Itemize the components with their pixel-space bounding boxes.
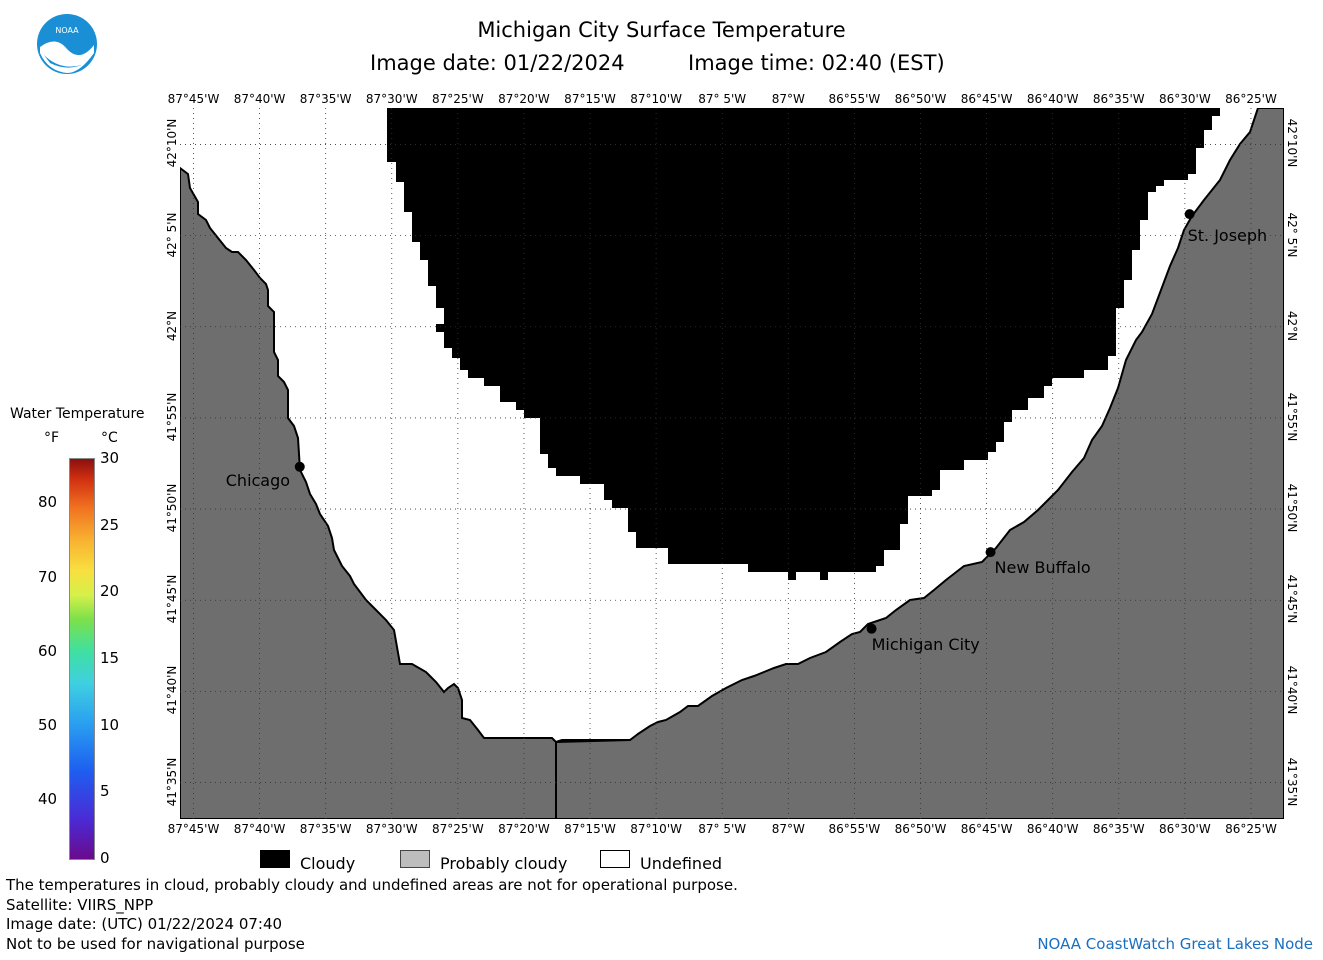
city-marker [866,623,877,634]
longitude-tick-label: 87°40'W [233,822,286,836]
longitude-tick-label: 86°35'W [1092,92,1145,106]
footer-satellite: Satellite: VIIRS_NPP [6,896,154,914]
image-time: Image time: 02:40 (EST) [688,51,945,75]
longitude-tick-label: 87°45'W [167,92,220,106]
city-label: New Buffalo [994,558,1091,578]
longitude-tick-label: 86°25'W [1225,92,1277,106]
longitude-tick-label: 87°20'W [498,92,550,106]
longitude-tick-label: 86°40'W [1026,822,1079,836]
longitude-tick-label: 87°35'W [299,822,352,836]
legend-probably-cloudy-swatch [400,850,430,868]
longitude-tick-label: 86°30'W [1159,92,1211,106]
longitude-tick-label: 87° 5'W [698,822,747,836]
longitude-tick-label: 86°45'W [960,92,1013,106]
map-title: Michigan City Surface Temperature [477,18,846,42]
longitude-tick-label: 87°10'W [630,92,682,106]
colorbar-f-tick: 50 [38,715,58,734]
colorbar-c-tick: 0 [100,849,110,867]
longitude-tick-label: 86°25'W [1225,822,1277,836]
footer-navigation-warning: Not to be used for navigational purpose [6,935,305,953]
latitude-tick-label: 41°40'N [1285,665,1299,715]
map-frame [180,108,1284,819]
latitude-tick-label: 41°45'N [165,574,179,624]
footer-credit[interactable]: NOAA CoastWatch Great Lakes Node [1037,935,1313,953]
longitude-tick-label: 87°W [771,822,805,836]
footer-disclaimer: The temperatures in cloud, probably clou… [6,876,738,894]
colorbar-f-tick: 70 [38,567,58,586]
latitude-tick-label: 42°10'N [1285,119,1299,168]
latitude-tick-label: 41°40'N [165,665,179,715]
longitude-tick-label: 86°50'W [894,822,947,836]
longitude-tick-label: 86°45'W [960,822,1013,836]
land-west [180,166,637,819]
colorbar-f-tick: 80 [38,493,58,512]
legend-cloudy-swatch [260,850,290,868]
longitude-tick-label: 87°40'W [233,92,286,106]
land-east [555,108,1284,819]
longitude-tick-label: 86°35'W [1092,822,1145,836]
city-marker [294,461,305,472]
latitude-tick-label: 42°N [165,310,179,341]
latitude-tick-label: 42° 5'N [1285,212,1299,258]
city-label: Chicago [225,470,291,490]
image-date: Image date: 01/22/2024 [370,51,625,75]
latitude-tick-label: 41°55'N [1285,392,1299,442]
colorbar-c-tick: 30 [100,449,120,467]
longitude-tick-label: 87°35'W [299,92,352,106]
longitude-tick-label: 87°45'W [167,822,220,836]
colorbar-c-tick: 15 [100,649,120,667]
longitude-tick-label: 86°30'W [1159,822,1211,836]
colorbar-f-tick: 60 [38,641,58,660]
longitude-tick-label: 87°15'W [564,92,616,106]
colorbar-gradient [69,458,95,860]
legend-probably-cloudy-label: Probably cloudy [440,854,568,873]
colorbar-c-tick: 20 [100,582,120,601]
latitude-tick-label: 41°35'N [165,757,179,806]
colorbar-c-tick: 25 [100,515,120,534]
latitude-tick-label: 41°55'N [165,392,179,442]
colorbar-f-tick: 40 [38,789,58,808]
city-marker [985,547,996,558]
city-marker [1184,209,1195,220]
longitude-tick-label: 87° 5'W [698,92,747,106]
latitude-tick-label: 41°45'N [1285,574,1299,624]
colorbar-c-tick: 5 [100,782,110,801]
longitude-tick-label: 87°30'W [365,92,418,106]
latitude-tick-label: 41°50'N [1285,483,1299,533]
legend-undefined-label: Undefined [640,854,723,873]
longitude-tick-label: 86°55'W [828,822,881,836]
longitude-tick-label: 87°W [771,92,805,106]
cloud-region [387,108,1220,580]
longitude-tick-label: 86°40'W [1026,92,1079,106]
noaa-logo: NOAA [36,13,98,75]
longitude-tick-label: 86°55'W [828,92,881,106]
legend-undefined-swatch [600,850,630,868]
latitude-tick-label: 41°35'N [1285,757,1299,806]
latitude-tick-label: 42°10'N [165,119,179,168]
longitude-tick-label: 87°20'W [498,822,550,836]
longitude-tick-label: 86°50'W [894,92,947,106]
colorbar-c-tick: 10 [100,715,120,734]
unit-c: °C [101,430,118,446]
longitude-tick-label: 87°25'W [431,92,484,106]
longitude-tick-label: 87°25'W [431,822,484,836]
latitude-tick-label: 41°50'N [165,483,179,533]
footer-utc-date: Image date: (UTC) 01/22/2024 07:40 [6,915,283,933]
city-label: Michigan City [871,634,980,654]
legend-cloudy-label: Cloudy [300,854,356,873]
longitude-tick-label: 87°30'W [365,822,418,836]
unit-f: °F [44,430,60,446]
longitude-tick-label: 87°10'W [630,822,682,836]
longitude-tick-label: 87°15'W [564,822,616,836]
colorbar-title: Water Temperature [10,406,145,422]
latitude-tick-label: 42° 5'N [165,212,179,258]
svg-text:NOAA: NOAA [55,26,79,35]
latitude-tick-label: 42°N [1285,310,1299,341]
city-label: St. Joseph [1187,226,1268,246]
